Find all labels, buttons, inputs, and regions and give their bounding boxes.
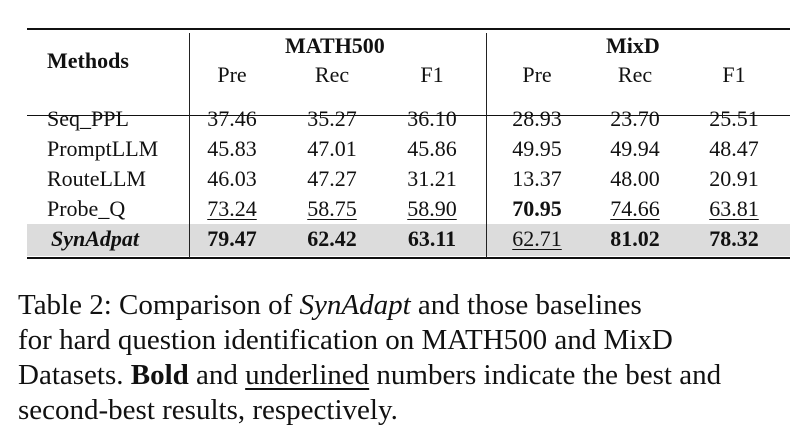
table-cell: 63.11 [407, 226, 457, 251]
table-cell: 35.27 [307, 106, 357, 131]
table-cell: 49.94 [610, 136, 660, 161]
vertical-rule-groups [486, 33, 487, 258]
metric-header: Pre [217, 62, 247, 87]
results-table: Methods MATH500 MixD Pre Rec F1 Pre Rec F1 Se… [27, 18, 790, 259]
method-name: Seq_PPL [47, 106, 129, 131]
caption-label: Table 2: [18, 289, 112, 321]
table-cell: 62.42 [307, 226, 357, 251]
table-cell: 37.46 [207, 106, 257, 131]
table-cell: 58.75 [307, 196, 357, 221]
metric-header: Pre [522, 62, 552, 87]
table-cell: 23.70 [610, 106, 660, 131]
table-cell: 13.37 [512, 166, 562, 191]
caption-underlined-word: underlined [245, 359, 370, 391]
table-cell: 49.95 [512, 136, 562, 161]
header-rule [27, 115, 790, 116]
table-cell: 46.03 [207, 166, 257, 191]
table-cell: 48.47 [709, 136, 759, 161]
table-cell: 45.86 [407, 136, 457, 161]
method-name: Probe_Q [47, 196, 126, 221]
caption-method-name: SynAdapt [299, 289, 411, 321]
table-cell: 73.24 [207, 196, 257, 221]
caption-line-3: Datasets. Bold and underlined numbers in… [18, 359, 722, 391]
table-cell: 63.81 [709, 196, 759, 221]
table-cell: 74.66 [610, 196, 660, 221]
table-cell: 36.10 [407, 106, 457, 131]
group-header-math500: MATH500 [285, 33, 385, 58]
table-caption: Table 2: Comparison of SynAdapt and thos… [18, 288, 796, 428]
caption-line-1: Table 2: Comparison of SynAdapt and thos… [18, 289, 642, 321]
table-cell: 47.27 [307, 166, 357, 191]
table-cell: 58.90 [407, 196, 457, 221]
metric-header: Rec [314, 62, 350, 87]
table-cell: 78.32 [709, 226, 759, 251]
method-name: SynAdpat [51, 226, 140, 251]
table-cell: 20.91 [709, 166, 759, 191]
metric-header: F1 [420, 62, 444, 87]
metric-header: Rec [617, 62, 653, 87]
group-header-mixd: MixD [606, 33, 660, 58]
vertical-rule-methods [189, 33, 190, 258]
caption-line-4: second-best results, respectively. [18, 394, 398, 426]
top-rule [27, 28, 790, 30]
table-cell: 31.21 [407, 166, 457, 191]
caption-line-2: for hard question identification on MATH… [18, 324, 673, 356]
bottom-rule [27, 257, 790, 259]
method-name: PromptLLM [47, 136, 159, 161]
table-cell: 79.47 [207, 226, 257, 251]
table-cell: 28.93 [512, 106, 562, 131]
method-name: RouteLLM [47, 166, 146, 191]
metric-header: F1 [722, 62, 746, 87]
highlight-row-background [27, 224, 790, 256]
table-cell: 70.95 [512, 196, 562, 221]
table-cell: 81.02 [610, 226, 660, 251]
caption-bold-word: Bold [130, 359, 189, 391]
methods-header: Methods [47, 48, 129, 73]
table-cell: 47.01 [307, 136, 357, 161]
table-cell: 48.00 [610, 166, 660, 191]
table-cell: 62.71 [512, 226, 562, 251]
table-cell: 45.83 [207, 136, 257, 161]
table-cell: 25.51 [709, 106, 759, 131]
